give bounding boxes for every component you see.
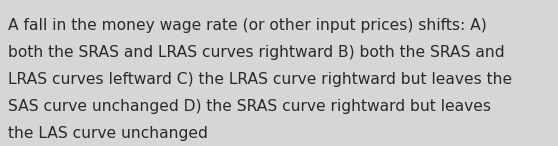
Text: LRAS curves leftward C) the LRAS curve rightward but leaves the: LRAS curves leftward C) the LRAS curve r… (8, 72, 512, 87)
Text: SAS curve unchanged D) the SRAS curve rightward but leaves: SAS curve unchanged D) the SRAS curve ri… (8, 99, 492, 114)
Text: both the SRAS and LRAS curves rightward B) both the SRAS and: both the SRAS and LRAS curves rightward … (8, 45, 505, 60)
Text: the LAS curve unchanged: the LAS curve unchanged (8, 126, 208, 141)
Text: A fall in the money wage rate (or other input prices) shifts: A): A fall in the money wage rate (or other … (8, 18, 487, 33)
